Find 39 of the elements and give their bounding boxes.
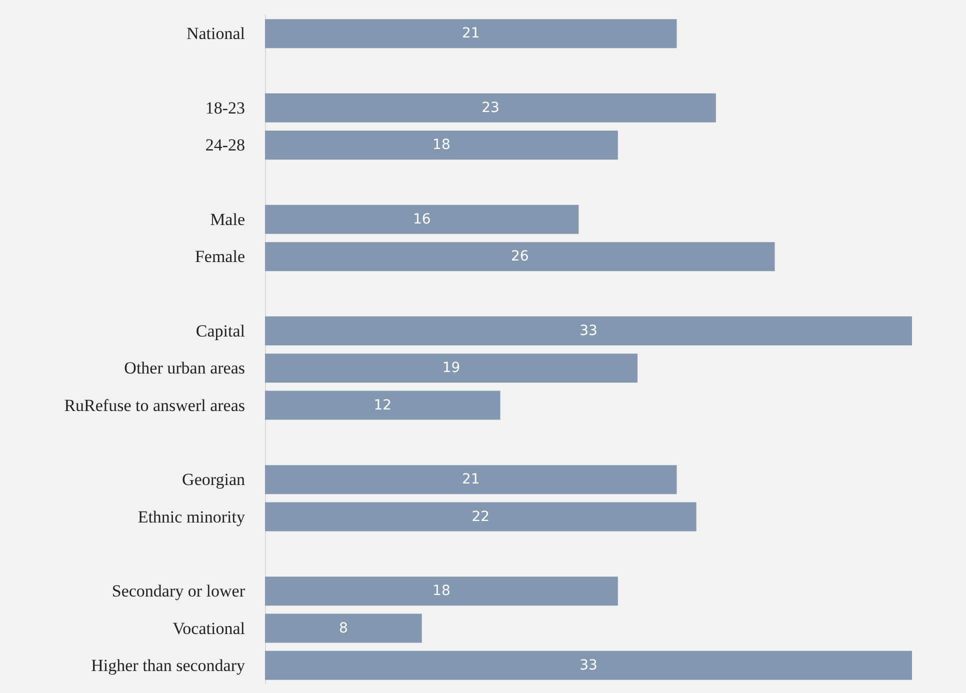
bar: [265, 242, 775, 272]
y-tick-label: Secondary or lower: [112, 582, 246, 601]
y-tick-label: Vocational: [172, 618, 246, 638]
data-label: 16: [412, 211, 431, 228]
data-label: 23: [482, 100, 500, 116]
bar: [265, 576, 618, 606]
data-label: 18: [432, 137, 450, 154]
y-tick-label: RuRefuse to answerl areas: [64, 396, 245, 415]
data-label: 26: [510, 248, 529, 265]
bar: [265, 19, 677, 48]
bar: [265, 93, 716, 122]
y-tick-label: Georgian: [182, 470, 246, 490]
y-tick-label: Female: [194, 247, 245, 266]
y-tick-label: Capital: [196, 321, 246, 340]
bar: [265, 465, 677, 494]
data-label: 8: [338, 620, 348, 636]
y-tick-label: 24-28: [205, 136, 245, 155]
data-label: 21: [462, 472, 480, 488]
bar: [265, 614, 422, 643]
bar: [265, 390, 500, 420]
bar: [265, 316, 912, 346]
y-tick-label: Higher than secondary: [91, 656, 246, 675]
bar: [265, 130, 618, 160]
data-label: 21: [462, 26, 480, 42]
data-label: 33: [580, 657, 598, 674]
y-tick-label: 18-23: [205, 98, 245, 118]
bar: [265, 204, 579, 234]
data-label: 33: [580, 322, 598, 339]
bar: [265, 650, 912, 680]
y-tick-label: Ethnic minority: [138, 507, 246, 526]
data-label: 18: [432, 583, 450, 600]
data-label: 19: [442, 360, 460, 376]
y-tick-label: Other urban areas: [124, 358, 245, 378]
y-tick-label: National: [186, 24, 246, 44]
y-tick-label: Male: [210, 210, 245, 229]
data-label: 22: [472, 508, 490, 525]
bar: [265, 502, 696, 532]
bar: [265, 354, 638, 383]
data-label: 12: [374, 397, 392, 414]
